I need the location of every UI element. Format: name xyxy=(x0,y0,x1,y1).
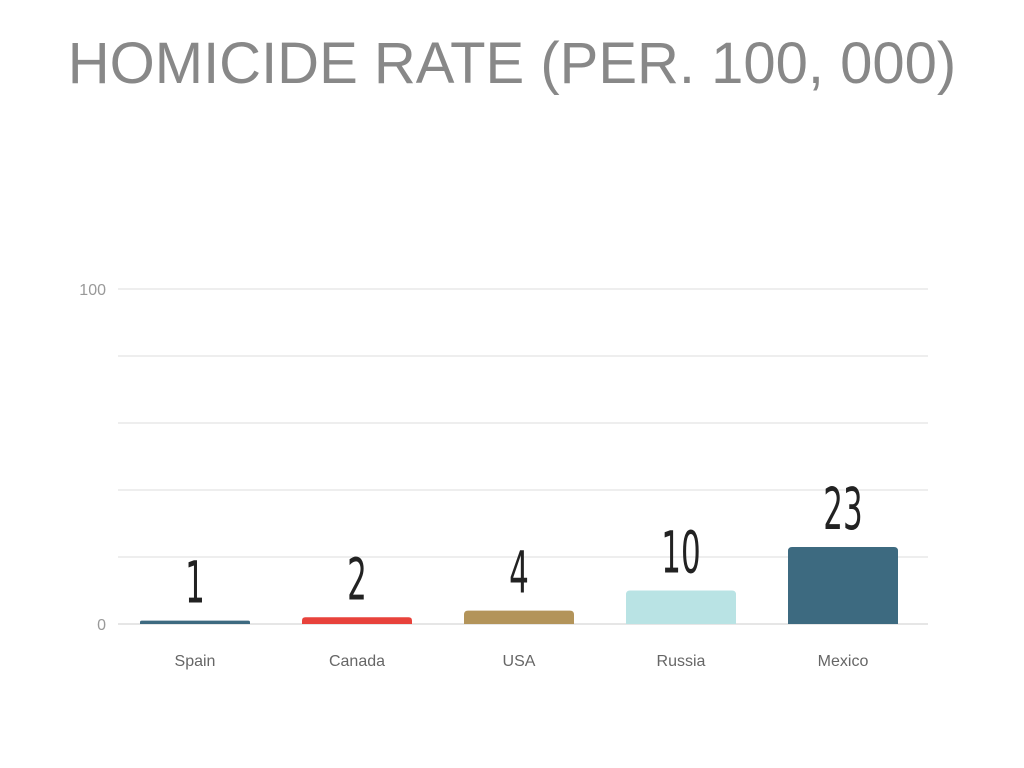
y-tick-label: 0 xyxy=(97,617,106,634)
x-axis: Spain Canada USA Russia Mexico xyxy=(175,653,869,670)
value-label: 1 xyxy=(185,549,205,616)
x-tick-label: USA xyxy=(503,653,536,670)
value-label: 10 xyxy=(661,519,700,586)
value-label: 4 xyxy=(509,539,529,606)
y-tick-label: 100 xyxy=(79,282,106,299)
x-tick-label: Russia xyxy=(657,653,706,670)
bar-russia xyxy=(626,590,736,624)
bars xyxy=(140,546,898,624)
slide-title: HOMICIDE RATE (PER. 100, 000) xyxy=(67,31,957,96)
bar-spain xyxy=(140,620,250,624)
value-label: 2 xyxy=(347,546,367,613)
value-labels: 1 2 4 10 23 xyxy=(185,475,863,616)
bar-usa xyxy=(464,610,574,624)
gridlines xyxy=(118,288,928,625)
x-tick-label: Canada xyxy=(329,653,385,670)
value-label: 23 xyxy=(823,475,862,542)
bar-canada xyxy=(302,617,412,624)
x-tick-label: Mexico xyxy=(818,653,869,670)
bar-mexico xyxy=(788,546,898,624)
y-axis: 0 100 xyxy=(79,282,106,634)
x-tick-label: Spain xyxy=(175,653,216,670)
